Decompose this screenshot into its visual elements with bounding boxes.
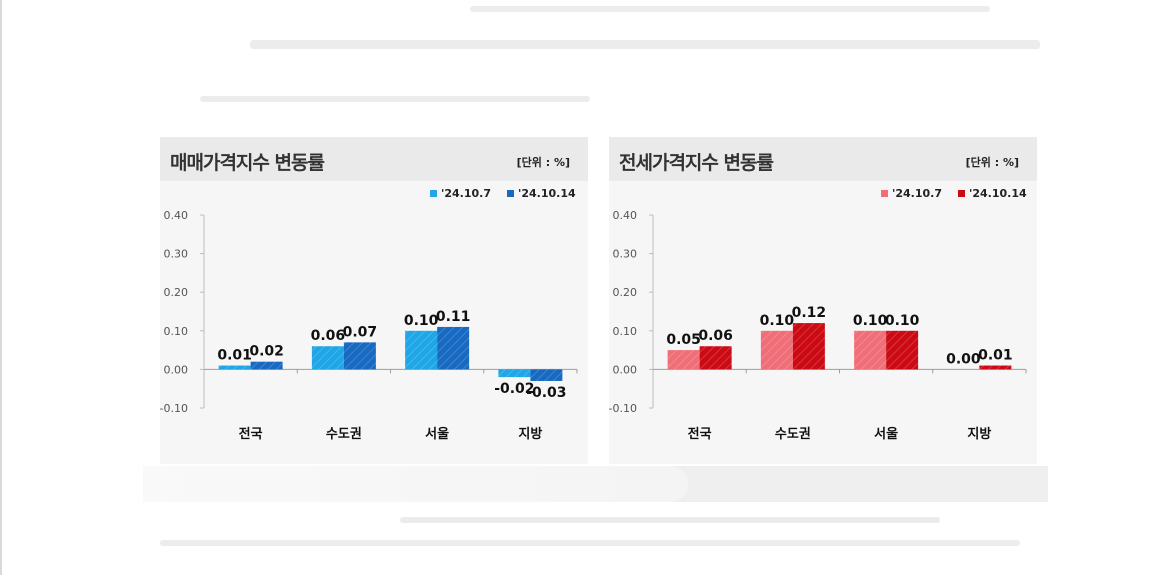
data-label: -0.02	[494, 381, 534, 397]
y-tick-label: 0.00	[164, 363, 189, 376]
blurred-text-line	[200, 96, 590, 102]
legend-swatch	[507, 190, 514, 197]
bar	[854, 330, 887, 370]
chart-title: 전세가격지수 변동률	[619, 152, 774, 174]
chart-legend: '24.10.7 '24.10.14	[430, 187, 576, 200]
y-tick-label: 0.10	[613, 325, 638, 338]
category-label: 서울	[425, 426, 449, 442]
data-label: 0.02	[249, 344, 284, 360]
bar	[886, 330, 919, 370]
bar	[792, 323, 825, 370]
y-tick-label: 0.00	[613, 363, 638, 376]
bottom-band-highlight	[143, 466, 688, 502]
y-tick-label: 0.20	[164, 286, 189, 299]
data-label: 0.11	[436, 309, 471, 325]
data-label: 0.01	[217, 348, 252, 364]
bar	[667, 350, 700, 370]
data-label: 0.10	[885, 313, 920, 329]
bar	[530, 369, 563, 381]
legend-label: '24.10.14	[518, 187, 576, 200]
panel-header: 매매가격지수 변동률 [단위 : %]	[160, 137, 588, 181]
y-tick-label: 0.30	[613, 248, 638, 261]
legend-swatch	[881, 190, 888, 197]
category-label: 서울	[874, 426, 898, 442]
data-label: 0.00	[946, 351, 981, 367]
legend-item: '24.10.14	[507, 187, 576, 200]
legend-label: '24.10.14	[969, 187, 1027, 200]
page-edge	[0, 0, 2, 575]
bar-chart: 0.40 0.30 0.20 0.10 0.00 -0.10 전국 0.010.02 수도권 0.…	[160, 209, 578, 442]
bar	[218, 365, 251, 370]
data-label: 0.12	[792, 305, 827, 321]
data-label: 0.10	[404, 313, 439, 329]
blurred-text-line	[250, 40, 1040, 49]
y-tick-label: 0.20	[613, 286, 638, 299]
blurred-text-line	[400, 517, 940, 523]
data-label: 0.10	[760, 313, 795, 329]
data-label: 0.06	[311, 328, 346, 344]
y-tick-label: 0.30	[164, 248, 189, 261]
bar	[498, 369, 531, 378]
legend-swatch	[958, 190, 965, 197]
y-tick-label: -0.10	[609, 402, 637, 415]
bar	[979, 365, 1012, 370]
jeonse-price-chart-panel: 전세가격지수 변동률 [단위 : %] '24.10.7 '24.10.14 0…	[609, 137, 1037, 464]
sales-price-chart-panel: 매매가격지수 변동률 [단위 : %] '24.10.7 '24.10.14 0…	[160, 137, 588, 464]
category-label: 지방	[967, 426, 991, 442]
bar	[437, 326, 470, 370]
bar	[699, 346, 732, 370]
legend-label: '24.10.7	[892, 187, 942, 200]
bar-chart: 0.40 0.30 0.20 0.10 0.00 -0.10 전국 0.050.06 수도권 0.…	[609, 209, 1027, 442]
chart-legend: '24.10.7 '24.10.14	[881, 187, 1027, 200]
data-label: 0.01	[978, 348, 1013, 364]
category-label: 수도권	[326, 427, 362, 442]
unit-note: [단위 : %]	[965, 156, 1019, 169]
legend-label: '24.10.7	[441, 187, 491, 200]
legend-item: '24.10.14	[958, 187, 1027, 200]
unit-note: [단위 : %]	[516, 156, 570, 169]
panel-header: 전세가격지수 변동률 [단위 : %]	[609, 137, 1037, 181]
data-label: 0.10	[853, 313, 888, 329]
bottom-band	[143, 466, 1048, 502]
data-label: 0.05	[666, 332, 701, 348]
legend-swatch	[430, 190, 437, 197]
y-tick-label: 0.10	[164, 325, 189, 338]
category-label: 수도권	[775, 427, 811, 442]
category-label: 전국	[239, 426, 263, 442]
data-label: 0.07	[343, 324, 378, 340]
legend-item: '24.10.7	[881, 187, 942, 200]
y-tick-label: 0.40	[613, 209, 638, 222]
y-tick-label: 0.40	[164, 209, 189, 222]
category-label: 지방	[518, 426, 542, 442]
bar	[343, 342, 376, 370]
data-label: -0.03	[526, 385, 566, 401]
bar	[250, 361, 283, 370]
blurred-text-line	[470, 6, 990, 12]
category-label: 전국	[688, 426, 712, 442]
bar	[760, 330, 793, 370]
legend-item: '24.10.7	[430, 187, 491, 200]
bar	[311, 346, 344, 370]
chart-title: 매매가격지수 변동률	[170, 152, 325, 174]
bar	[405, 330, 438, 370]
blurred-text-line	[160, 540, 1020, 546]
data-label: 0.06	[698, 328, 733, 344]
y-tick-label: -0.10	[160, 402, 188, 415]
